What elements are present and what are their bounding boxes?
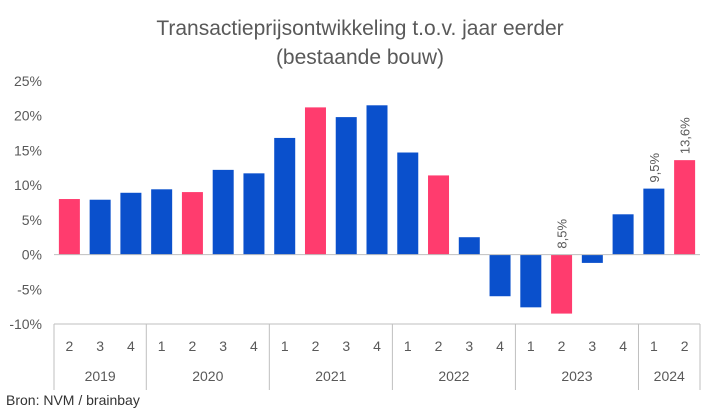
bar — [274, 137, 296, 255]
quarter-label: 1 — [158, 338, 166, 354]
bar — [674, 160, 696, 255]
bar — [120, 192, 142, 255]
quarter-label: 1 — [527, 338, 535, 354]
bar — [612, 214, 634, 255]
year-label: 2020 — [192, 368, 223, 384]
bar — [181, 192, 203, 255]
bar — [151, 189, 173, 255]
quarter-label: 4 — [250, 338, 258, 354]
quarter-label: 1 — [281, 338, 289, 354]
y-tick-label: -5% — [17, 281, 42, 297]
bar — [397, 152, 419, 255]
quarter-label: 2 — [435, 338, 443, 354]
quarter-label: 3 — [219, 338, 227, 354]
quarter-label: 3 — [465, 338, 473, 354]
y-tick-label: 25% — [14, 73, 42, 89]
year-label: 2023 — [561, 368, 592, 384]
chart-title: Transactieprijsontwikkeling t.o.v. jaar … — [156, 17, 563, 40]
bar — [520, 254, 542, 308]
source-note: Bron: NVM / brainbay — [6, 392, 140, 408]
data-label: 13,6% — [678, 117, 693, 154]
y-tick-label: 15% — [14, 142, 42, 158]
bar — [212, 169, 234, 255]
bar — [489, 254, 511, 297]
quarter-label: 4 — [619, 338, 627, 354]
y-tick-label: 0% — [22, 247, 42, 263]
quarter-label: 2 — [558, 338, 566, 354]
y-tick-label: -10% — [9, 316, 42, 332]
data-label: 9,5% — [647, 153, 662, 183]
y-tick-label: 5% — [22, 212, 42, 228]
bar — [458, 237, 480, 255]
bar — [304, 107, 326, 255]
plot-area: -10% -5% 0% 5% 10% 15% 20% 25% 2 3 4 1 2 3 4 1 2 3 4 1 2 3 4 1 2… — [9, 73, 701, 390]
quarter-label: 2 — [681, 338, 689, 354]
quarter-label: 4 — [373, 338, 381, 354]
bar — [581, 254, 603, 263]
quarter-label: 3 — [588, 338, 596, 354]
year-label: 2021 — [315, 368, 346, 384]
quarter-label: 2 — [312, 338, 320, 354]
data-label: 8,5% — [555, 218, 570, 248]
y-tick-label: 10% — [14, 177, 42, 193]
year-label: 2019 — [85, 368, 116, 384]
year-label: 2024 — [654, 368, 685, 384]
bar — [551, 254, 573, 314]
quarter-label: 1 — [404, 338, 412, 354]
quarter-label: 4 — [127, 338, 135, 354]
chart-subtitle: (bestaande bouw) — [276, 46, 444, 69]
quarter-label: 1 — [650, 338, 658, 354]
quarter-label: 2 — [189, 338, 197, 354]
bar — [335, 117, 357, 255]
bar — [366, 105, 388, 255]
bar — [428, 175, 450, 255]
quarter-label: 2 — [65, 338, 73, 354]
y-tick-label: 20% — [14, 108, 42, 124]
quarter-label: 4 — [496, 338, 504, 354]
bar — [89, 199, 111, 255]
bar — [243, 173, 265, 255]
bar — [58, 199, 80, 255]
bar — [643, 188, 665, 255]
year-label: 2022 — [438, 368, 469, 384]
quarter-label: 3 — [96, 338, 104, 354]
quarter-label: 3 — [342, 338, 350, 354]
